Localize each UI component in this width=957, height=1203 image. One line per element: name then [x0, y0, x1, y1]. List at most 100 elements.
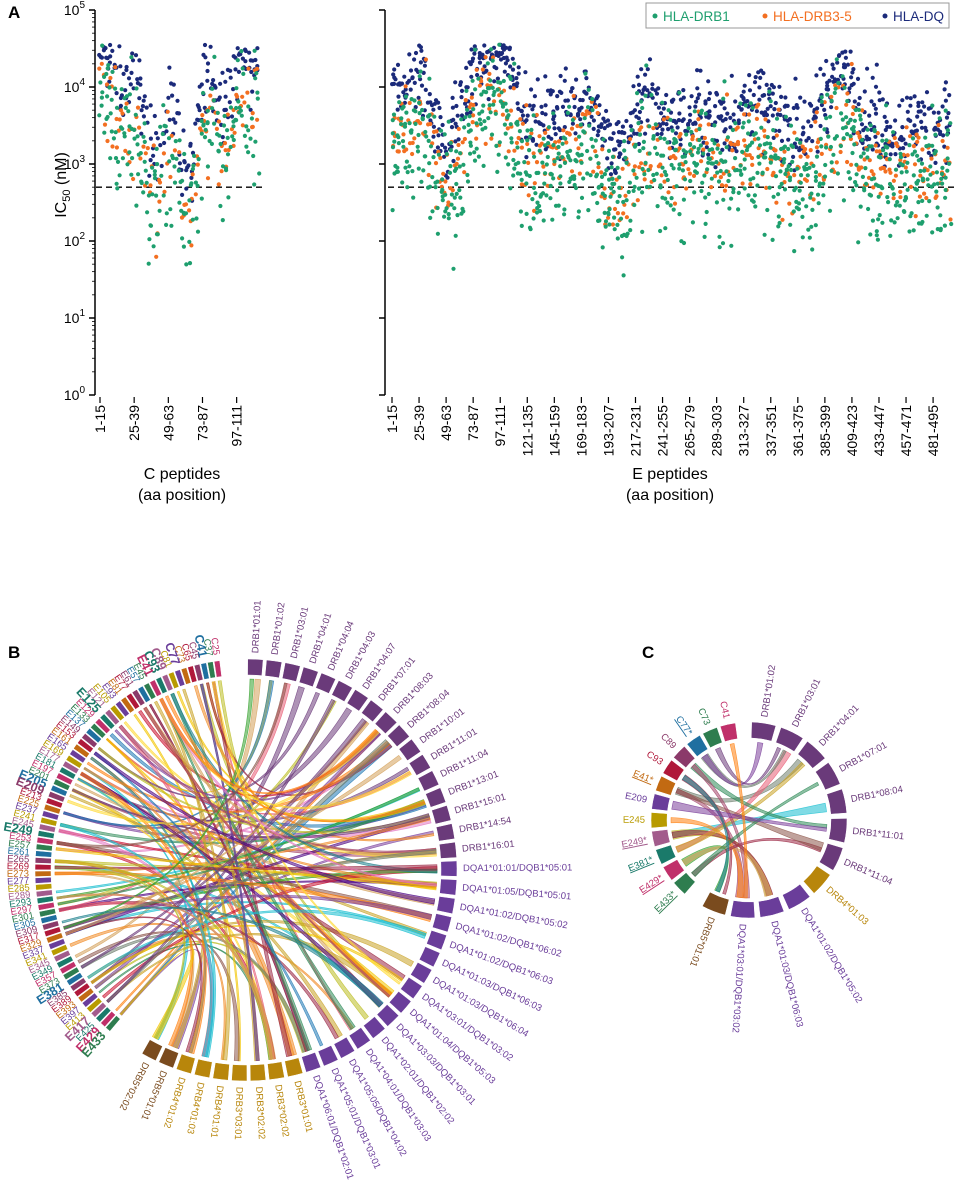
data-point	[783, 95, 788, 100]
data-point	[654, 171, 659, 176]
data-point	[199, 131, 204, 136]
data-point	[148, 183, 153, 188]
data-point	[764, 141, 770, 146]
data-point	[154, 193, 159, 198]
data-point	[717, 234, 722, 239]
data-point	[706, 122, 711, 127]
data-point	[125, 162, 130, 167]
allele-label: DRB4*01:01	[208, 1085, 225, 1139]
data-point	[736, 190, 741, 195]
data-point	[487, 71, 492, 76]
data-point	[924, 213, 929, 218]
peptide-arc	[47, 791, 66, 803]
data-point	[655, 204, 660, 209]
data-point	[145, 210, 150, 215]
data-point	[579, 105, 584, 110]
data-point	[248, 107, 253, 112]
data-point	[556, 139, 562, 144]
data-point	[828, 114, 833, 119]
peptide-arc	[115, 700, 130, 718]
data-point	[762, 232, 767, 237]
data-point	[161, 103, 166, 108]
data-point	[631, 84, 636, 89]
data-point	[632, 164, 638, 169]
allele-label: DRB3*02:02	[253, 1086, 267, 1139]
data-point	[159, 173, 164, 178]
data-point	[744, 153, 749, 158]
data-point	[729, 73, 734, 78]
data-point	[623, 193, 628, 198]
data-point	[202, 42, 208, 48]
data-point	[707, 109, 712, 114]
data-point	[650, 82, 655, 87]
data-point	[878, 191, 883, 196]
data-point	[651, 172, 656, 178]
data-point	[232, 130, 237, 135]
data-point	[945, 132, 950, 137]
data-point	[172, 148, 177, 153]
data-point	[579, 152, 584, 157]
data-point	[813, 178, 819, 183]
data-point	[918, 109, 923, 114]
data-point	[465, 107, 470, 112]
data-point	[600, 245, 605, 250]
data-point	[637, 109, 643, 115]
data-point	[208, 44, 213, 49]
data-point	[795, 166, 800, 171]
data-point	[113, 86, 118, 91]
data-point	[182, 151, 187, 157]
data-point	[519, 182, 524, 187]
data-point	[864, 181, 869, 186]
data-point	[787, 201, 792, 206]
data-point	[742, 138, 747, 143]
data-point	[671, 207, 676, 212]
data-point	[939, 171, 945, 177]
chord-link	[148, 703, 311, 1052]
peptide-label: E249	[2, 820, 33, 839]
data-point	[472, 150, 477, 155]
data-point	[519, 177, 524, 182]
peptide-arc	[126, 692, 141, 710]
data-point	[595, 94, 600, 99]
peptide-label: E241	[12, 808, 36, 824]
peptide-arc	[155, 676, 168, 695]
data-point	[432, 149, 438, 154]
data-point	[904, 125, 909, 130]
data-point	[834, 134, 840, 139]
data-point	[105, 114, 110, 120]
data-point	[823, 162, 828, 168]
data-point	[661, 117, 666, 122]
data-point	[257, 171, 262, 176]
peptide-arc	[36, 895, 54, 905]
data-point	[773, 174, 779, 179]
data-point	[495, 76, 500, 81]
data-point	[655, 132, 660, 137]
data-point	[492, 99, 497, 104]
data-point	[255, 90, 260, 95]
data-point	[893, 152, 898, 157]
data-point	[849, 75, 854, 80]
data-point	[515, 119, 520, 124]
data-point	[943, 108, 948, 113]
data-point	[612, 227, 617, 232]
data-point	[572, 176, 577, 181]
data-point	[809, 124, 814, 129]
data-point	[403, 165, 408, 170]
data-point	[177, 200, 182, 205]
data-point	[503, 131, 508, 136]
data-point	[555, 156, 560, 161]
data-point	[943, 80, 949, 85]
data-point	[468, 140, 473, 145]
data-point	[469, 47, 474, 52]
data-point	[443, 209, 448, 214]
data-point	[661, 121, 666, 126]
data-point	[135, 134, 140, 139]
data-point	[814, 154, 820, 159]
data-point	[669, 196, 674, 201]
data-point	[617, 185, 622, 190]
data-point	[560, 141, 565, 146]
data-point	[138, 82, 143, 87]
data-point	[105, 94, 110, 99]
data-point	[148, 223, 154, 228]
data-point	[868, 232, 873, 237]
